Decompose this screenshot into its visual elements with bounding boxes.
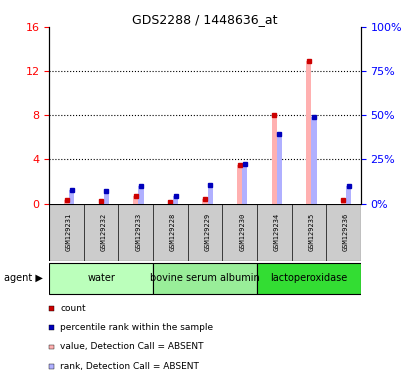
Text: GSM129233: GSM129233 xyxy=(135,213,141,252)
Bar xyxy=(236,166,242,204)
Text: count: count xyxy=(60,304,86,313)
Bar xyxy=(311,118,316,204)
Text: GSM129234: GSM129234 xyxy=(273,213,279,252)
Text: water: water xyxy=(87,273,115,283)
Text: agent ▶: agent ▶ xyxy=(4,273,43,283)
Bar xyxy=(340,200,345,204)
Text: GSM129229: GSM129229 xyxy=(204,213,210,252)
Text: value, Detection Call = ABSENT: value, Detection Call = ABSENT xyxy=(60,343,203,351)
Text: percentile rank within the sample: percentile rank within the sample xyxy=(60,323,213,332)
Text: rank, Detection Call = ABSENT: rank, Detection Call = ABSENT xyxy=(60,362,199,371)
Text: GSM129232: GSM129232 xyxy=(101,213,106,252)
Text: GSM129228: GSM129228 xyxy=(170,213,175,252)
Bar xyxy=(133,196,138,204)
Bar xyxy=(276,134,281,204)
Bar xyxy=(202,199,207,204)
Title: GDS2288 / 1448636_at: GDS2288 / 1448636_at xyxy=(132,13,277,26)
Text: lactoperoxidase: lactoperoxidase xyxy=(270,273,347,283)
Bar xyxy=(49,263,153,294)
Text: bovine serum albumin: bovine serum albumin xyxy=(150,273,259,283)
Text: GSM129230: GSM129230 xyxy=(238,213,245,252)
Bar xyxy=(207,185,212,204)
Text: GSM129236: GSM129236 xyxy=(342,213,348,252)
Text: GSM129235: GSM129235 xyxy=(308,213,314,252)
Text: GSM129231: GSM129231 xyxy=(66,213,72,252)
Bar xyxy=(173,196,178,204)
Bar xyxy=(138,186,143,204)
Bar xyxy=(271,115,276,204)
Bar xyxy=(103,191,109,204)
Bar xyxy=(345,186,351,204)
Bar xyxy=(256,263,360,294)
Bar xyxy=(64,200,69,204)
Bar xyxy=(153,263,256,294)
Bar xyxy=(98,201,103,204)
Bar xyxy=(242,164,247,204)
Bar xyxy=(167,202,173,204)
Bar xyxy=(306,61,311,204)
Bar xyxy=(69,190,74,204)
